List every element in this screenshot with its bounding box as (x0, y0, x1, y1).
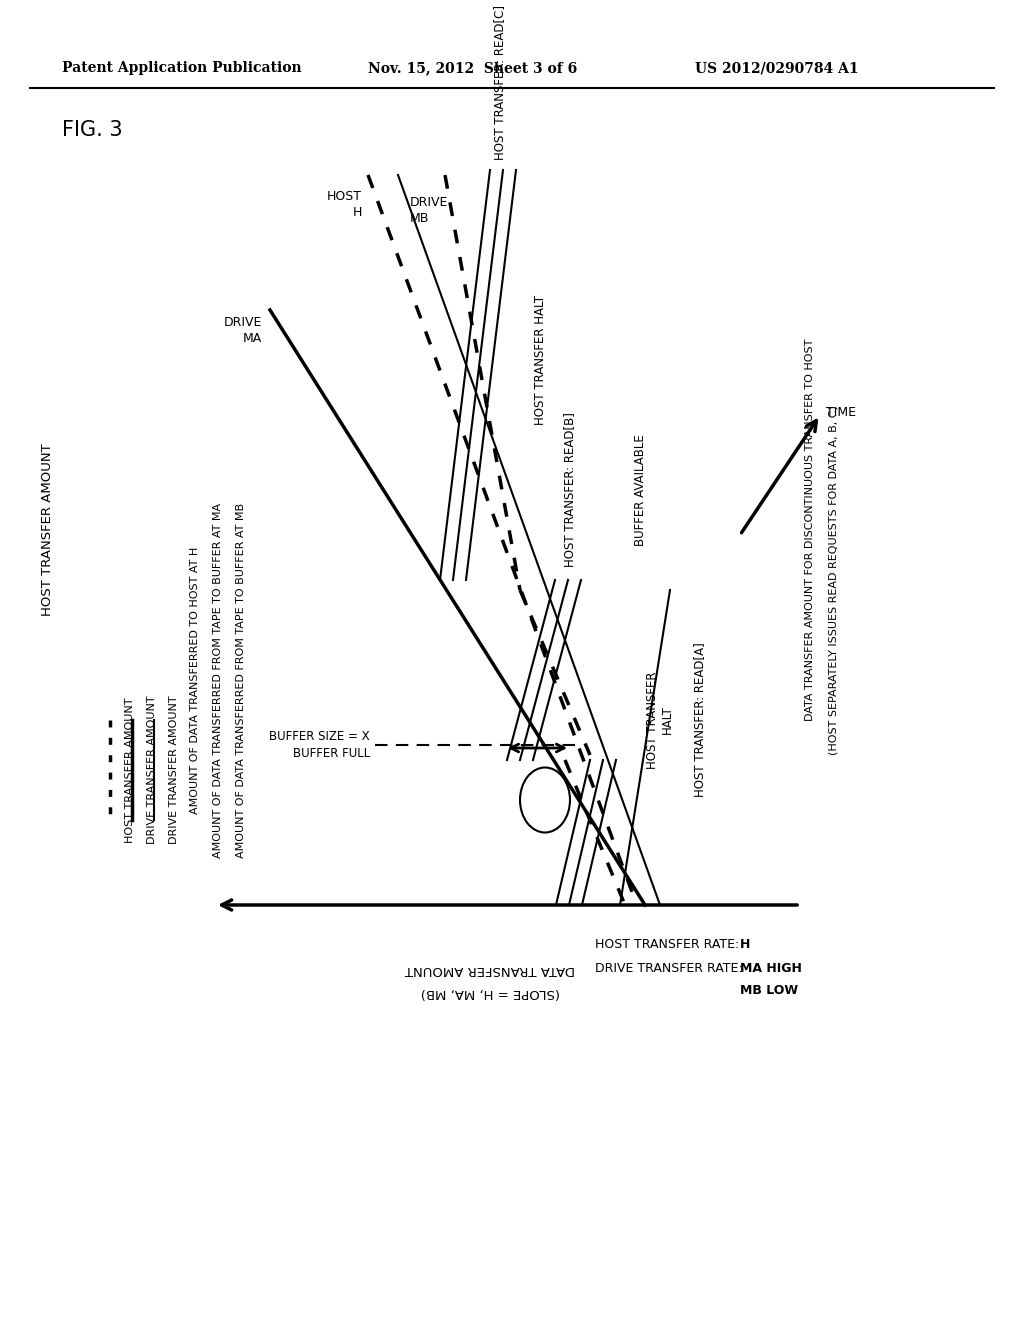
Text: HOST TRANSFER HALT: HOST TRANSFER HALT (534, 294, 547, 425)
Text: HOST TRANSFER: READ[C]: HOST TRANSFER: READ[C] (494, 5, 507, 160)
Text: Patent Application Publication: Patent Application Publication (62, 61, 302, 75)
Text: DRIVE
MB: DRIVE MB (410, 195, 449, 224)
Text: DRIVE
MA: DRIVE MA (223, 315, 262, 345)
Text: US 2012/0290784 A1: US 2012/0290784 A1 (695, 61, 859, 75)
Text: HOST
H: HOST H (327, 190, 362, 219)
Text: DATA TRANSFER AMOUNT FOR DISCONTINUOUS TRANSFER TO HOST: DATA TRANSFER AMOUNT FOR DISCONTINUOUS T… (805, 339, 815, 721)
Text: (HOST SEPARATELY ISSUES READ REQUESTS FOR DATA A, B, C): (HOST SEPARATELY ISSUES READ REQUESTS FO… (828, 405, 838, 755)
Text: HOST TRANSFER: READ[A]: HOST TRANSFER: READ[A] (693, 643, 707, 797)
Text: FIG. 3: FIG. 3 (62, 120, 123, 140)
Text: AMOUNT OF DATA TRANSFERRED FROM TAPE TO BUFFER AT MB: AMOUNT OF DATA TRANSFERRED FROM TAPE TO … (236, 503, 246, 858)
Text: MB LOW: MB LOW (740, 983, 798, 997)
Text: AMOUNT OF DATA TRANSFERRED FROM TAPE TO BUFFER AT MA: AMOUNT OF DATA TRANSFERRED FROM TAPE TO … (213, 503, 223, 858)
Text: AMOUNT OF DATA TRANSFERRED TO HOST AT H: AMOUNT OF DATA TRANSFERRED TO HOST AT H (190, 546, 200, 813)
Text: DRIVE TRANSFER RATE:: DRIVE TRANSFER RATE: (595, 961, 742, 974)
Text: HOST TRANSFER RATE:: HOST TRANSFER RATE: (595, 939, 739, 952)
Text: TIME: TIME (826, 407, 856, 420)
Text: HOST TRANSFER AMOUNT: HOST TRANSFER AMOUNT (42, 444, 54, 616)
Text: HOST TRANSFER
HALT: HOST TRANSFER HALT (646, 672, 674, 768)
Text: H: H (740, 939, 751, 952)
Text: DRIVE TRANSFER AMOUNT: DRIVE TRANSFER AMOUNT (169, 696, 179, 845)
Text: HOST TRANSFER: READ[B]: HOST TRANSFER: READ[B] (563, 413, 577, 568)
Text: BUFFER SIZE = X
BUFFER FULL: BUFFER SIZE = X BUFFER FULL (269, 730, 370, 760)
Text: BUFFER AVAILABLE: BUFFER AVAILABLE (634, 434, 646, 546)
Text: MA HIGH: MA HIGH (740, 961, 802, 974)
Text: Nov. 15, 2012  Sheet 3 of 6: Nov. 15, 2012 Sheet 3 of 6 (368, 61, 578, 75)
Text: (SLOPE = H, MA, MB): (SLOPE = H, MA, MB) (421, 986, 560, 999)
Text: HOST TRANSFER AMOUNT: HOST TRANSFER AMOUNT (125, 697, 135, 842)
Text: DRIVE TRANSFER AMOUNT: DRIVE TRANSFER AMOUNT (147, 696, 157, 845)
Text: DATA TRANSFER AMOUNT: DATA TRANSFER AMOUNT (404, 964, 575, 977)
